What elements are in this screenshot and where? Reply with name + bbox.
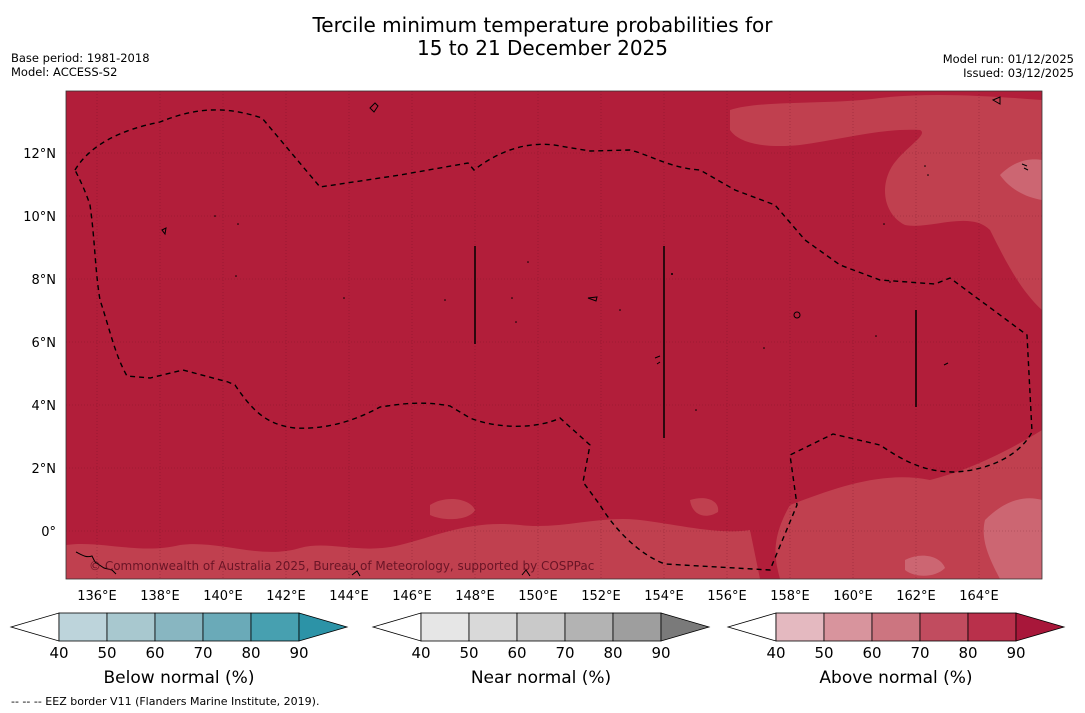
above-normal-70-80-region-ne xyxy=(730,94,1042,310)
map-panel: © Commonwealth of Australia 2025, Bureau… xyxy=(66,91,1042,579)
lon-label-154e: 154°E xyxy=(644,589,684,604)
below-normal-segment-70-80 xyxy=(202,612,252,642)
above-normal-tick-50: 50 xyxy=(814,644,833,662)
above-normal-segment-40-50 xyxy=(775,612,825,642)
near-normal-segment-60-70 xyxy=(516,612,566,642)
above-normal-segment-80-90 xyxy=(967,612,1017,642)
lon-label-136e: 136°E xyxy=(77,589,117,604)
lon-label-164e: 164°E xyxy=(959,589,999,604)
lon-label-152e: 152°E xyxy=(581,589,621,604)
info-left: Base period: 1981-2018 Model: ACCESS-S2 xyxy=(11,51,150,79)
near-normal-tick-50: 50 xyxy=(459,644,478,662)
below-normal-tick-50: 50 xyxy=(97,644,116,662)
below-normal-colorbar: 40 50 60 70 80 90 xyxy=(9,612,349,662)
near-normal-tick-40: 40 xyxy=(411,644,430,662)
lon-label-140e: 140°E xyxy=(203,589,243,604)
above-normal-tick-70: 70 xyxy=(910,644,929,662)
lon-label-162e: 162°E xyxy=(896,589,936,604)
lat-label-0: 0° xyxy=(41,525,56,540)
lon-label-156e: 156°E xyxy=(707,589,747,604)
base-period: Base period: 1981-2018 xyxy=(11,51,150,65)
lon-label-146e: 146°E xyxy=(392,589,432,604)
model-run: Model run: 01/12/2025 xyxy=(942,52,1074,66)
lon-label-138e: 138°E xyxy=(140,589,180,604)
above-normal-extend-low xyxy=(726,612,777,642)
lon-label-150e: 150°E xyxy=(518,589,558,604)
above-normal-70-80-region-se xyxy=(775,430,1042,579)
below-normal-tick-80: 80 xyxy=(241,644,260,662)
below-normal-segment-80-90 xyxy=(250,612,300,642)
lon-label-142e: 142°E xyxy=(266,589,306,604)
info-right: Model run: 01/12/2025 Issued: 03/12/2025 xyxy=(943,52,1074,80)
above-normal-tick-60: 60 xyxy=(862,644,881,662)
above-normal-colorbar: 40 50 60 70 80 90 xyxy=(726,612,1066,662)
below-normal-extend-low xyxy=(9,612,60,642)
below-normal-tick-40: 40 xyxy=(49,644,68,662)
below-normal-segment-40-50 xyxy=(58,612,108,642)
eez-legend: -- -- -- EEZ border V11 (Flanders Marine… xyxy=(11,695,320,708)
lon-label-160e: 160°E xyxy=(833,589,873,604)
lat-axis: 12°N 10°N 8°N 6°N 4°N 2°N 0° xyxy=(23,147,56,540)
below-normal-tick-70: 70 xyxy=(193,644,212,662)
title-line-1: Tercile minimum temperature probabilitie… xyxy=(312,13,773,37)
near-normal-segment-40-50 xyxy=(420,612,470,642)
near-normal-colorbar: 40 50 60 70 80 90 xyxy=(371,612,711,662)
above-normal-60-70-region-se xyxy=(983,498,1042,579)
above-normal-tick-90: 90 xyxy=(1006,644,1025,662)
above-normal-70-80-patch-2 xyxy=(690,498,719,516)
near-normal-segment-50-60 xyxy=(468,612,518,642)
near-normal-tick-70: 70 xyxy=(555,644,574,662)
below-normal-tick-90: 90 xyxy=(289,644,308,662)
above-normal-label: Above normal (%) xyxy=(819,668,973,688)
below-normal-extend-high xyxy=(298,612,349,642)
near-normal-tick-80: 80 xyxy=(603,644,622,662)
map-frame xyxy=(65,90,1043,580)
chart-title: Tercile minimum temperature probabilitie… xyxy=(0,14,1085,60)
near-normal-tick-90: 90 xyxy=(651,644,670,662)
above-normal-70-80-region-sw xyxy=(66,518,760,579)
copyright-notice: © Commonwealth of Australia 2025, Bureau… xyxy=(89,559,594,573)
below-normal-tick-60: 60 xyxy=(145,644,164,662)
eez-border xyxy=(74,109,1033,571)
islands xyxy=(75,96,1029,577)
near-normal-tick-60: 60 xyxy=(507,644,526,662)
above-normal-tick-40: 40 xyxy=(766,644,785,662)
near-normal-extend-low xyxy=(371,612,422,642)
above-normal-60-70-region-ne xyxy=(1000,159,1042,200)
colorbars: 40 50 60 70 80 90 40 50 60 70 80 90 40 50 60 70 80 90 xyxy=(9,612,1066,662)
lat-label-8n: 8°N xyxy=(32,273,57,288)
above-normal-segment-60-70 xyxy=(871,612,921,642)
near-normal-extend-high xyxy=(660,612,711,642)
below-normal-label: Below normal (%) xyxy=(103,668,255,688)
above-normal-extend-high xyxy=(1015,612,1066,642)
island-dots xyxy=(214,165,929,411)
above-normal-60-70-region-s xyxy=(905,555,945,576)
title-line-2: 15 to 21 December 2025 xyxy=(416,36,668,60)
above-normal-segment-70-80 xyxy=(919,612,969,642)
near-normal-segment-70-80 xyxy=(564,612,614,642)
lon-label-148e: 148°E xyxy=(455,589,495,604)
below-normal-segment-50-60 xyxy=(106,612,156,642)
lat-label-6n: 6°N xyxy=(32,336,57,351)
model-name: Model: ACCESS-S2 xyxy=(11,65,118,79)
lon-label-144e: 144°E xyxy=(329,589,369,604)
lat-label-4n: 4°N xyxy=(32,399,57,414)
issued-date: Issued: 03/12/2025 xyxy=(963,66,1074,80)
below-normal-segment-60-70 xyxy=(154,612,204,642)
above-normal-tick-80: 80 xyxy=(958,644,977,662)
near-normal-label: Near normal (%) xyxy=(470,668,612,688)
lon-label-158e: 158°E xyxy=(770,589,810,604)
lat-label-12n: 12°N xyxy=(23,147,56,162)
above-normal-70-80-patch xyxy=(430,498,475,520)
near-normal-segment-80-90 xyxy=(612,612,662,642)
lon-axis: 136°E 138°E 140°E 142°E 144°E 146°E 148°… xyxy=(77,589,999,604)
above-normal-segment-50-60 xyxy=(823,612,873,642)
lat-label-10n: 10°N xyxy=(23,210,56,225)
lat-label-2n: 2°N xyxy=(32,462,57,477)
